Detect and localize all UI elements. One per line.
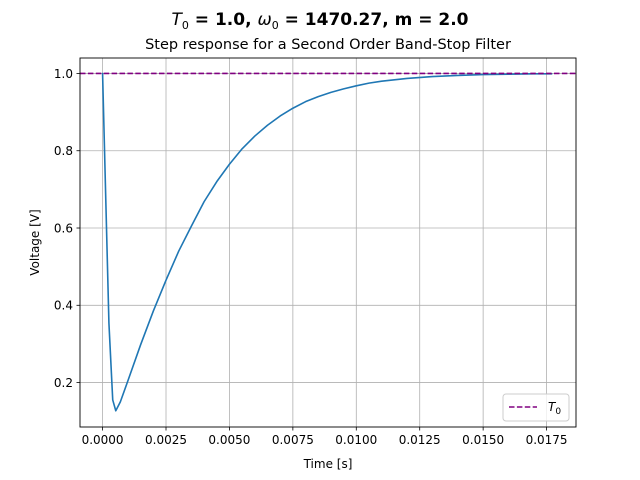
axes-frame (79, 57, 577, 428)
suptitle-subscript-t: 0 (182, 19, 189, 32)
x-tick-label: 0.0100 (335, 433, 377, 447)
x-tick-label: 0.0125 (399, 433, 441, 447)
suptitle-symbol-t: T (171, 10, 183, 30)
y-tick-label: 0.2 (54, 376, 73, 390)
suptitle-symbol-omega: ω (257, 10, 271, 30)
x-tick-label: 0.0000 (82, 433, 124, 447)
chart-title: Step response for a Second Order Band-St… (145, 37, 511, 53)
y-tick-label: 1.0 (54, 67, 73, 81)
y-tick-label: 0.4 (54, 299, 73, 313)
legend-label-t0: T0 (548, 400, 561, 417)
x-axis-ticks: 0.0000 0.0025 0.0050 0.0075 0.0100 0.0125 0.01… (82, 427, 568, 447)
x-tick-label: 0.0025 (145, 433, 187, 447)
legend-label-main: T (548, 400, 557, 414)
y-tick-label: 0.8 (54, 144, 73, 158)
suptitle-value-rest: = 1470.27, m = 2.0 (279, 10, 469, 30)
x-tick-label: 0.0075 (272, 433, 314, 447)
suptitle-value-t: = 1.0, (189, 10, 258, 30)
y-axis-ticks: 0.2 0.4 0.6 0.8 1.0 (54, 67, 80, 390)
x-tick-label: 0.0175 (526, 433, 568, 447)
y-tick-label: 0.6 (54, 221, 73, 235)
x-tick-label: 0.0150 (462, 433, 504, 447)
legend: T0 (502, 393, 570, 422)
suptitle-subscript-omega: 0 (272, 19, 279, 32)
figure-suptitle: T0 = 1.0, ω0 = 1470.27, m = 2.0 (171, 10, 468, 32)
x-tick-label: 0.0050 (208, 433, 250, 447)
step-response-line (101, 72, 553, 412)
x-axis-label: Time [s] (303, 457, 353, 471)
legend-label-sub: 0 (555, 407, 561, 417)
plot-area (80, 72, 576, 412)
y-axis-label: Voltage [V] (28, 209, 42, 275)
